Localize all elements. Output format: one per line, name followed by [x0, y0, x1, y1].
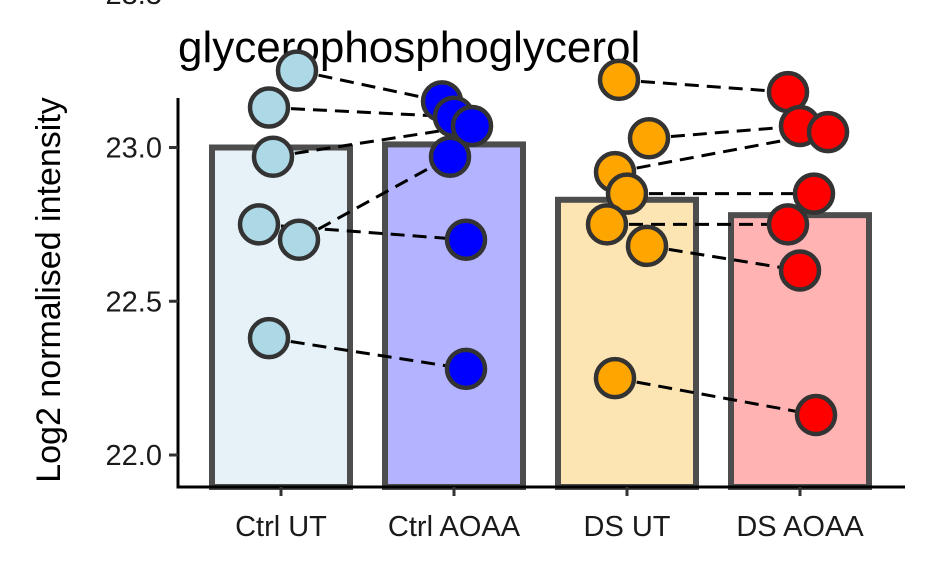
bar-ctrl-aoaa: [382, 141, 526, 491]
data-point: [428, 135, 472, 178]
data-point: [792, 172, 836, 215]
y-tick-label: 23.5: [106, 0, 162, 11]
x-tick-label: DS AOAA: [736, 511, 864, 543]
data-point: [766, 203, 810, 246]
data-point: [585, 203, 629, 246]
x-tick-label: Ctrl AOAA: [388, 511, 521, 543]
data-point: [593, 356, 637, 400]
y-tick-label: 22.0: [106, 440, 162, 472]
pair-line: [648, 124, 801, 140]
pair-line: [646, 244, 801, 272]
data-point: [444, 347, 488, 391]
data-point: [247, 86, 291, 129]
data-point: [277, 218, 321, 261]
data-point: [806, 110, 850, 154]
data-point: [605, 172, 649, 215]
pair-line: [618, 78, 789, 94]
data-point: [247, 316, 291, 360]
data-point: [625, 224, 669, 268]
data-point: [237, 203, 281, 246]
x-tick-label: DS UT: [584, 511, 671, 543]
data-point: [778, 249, 822, 292]
y-tick-label: 22.5: [106, 286, 162, 318]
data-point: [251, 135, 295, 178]
pair-line: [268, 106, 455, 119]
pair-line: [268, 336, 467, 371]
y-tick-label: 23.0: [106, 133, 162, 165]
data-point: [627, 117, 671, 160]
pair-line: [298, 155, 451, 242]
data-point: [450, 104, 494, 148]
data-point: [275, 49, 319, 92]
bar-ctrl-ut: [209, 144, 353, 490]
y-axis-title: Log2 normalised intensity: [30, 97, 68, 483]
pair-line: [296, 69, 443, 103]
x-tick-label: Ctrl UT: [235, 511, 327, 543]
data-point: [444, 218, 488, 261]
data-point: [794, 393, 838, 437]
data-point: [597, 58, 641, 102]
chart-title: glycerophosphoglycerol: [178, 23, 640, 72]
pair-line: [614, 376, 817, 417]
